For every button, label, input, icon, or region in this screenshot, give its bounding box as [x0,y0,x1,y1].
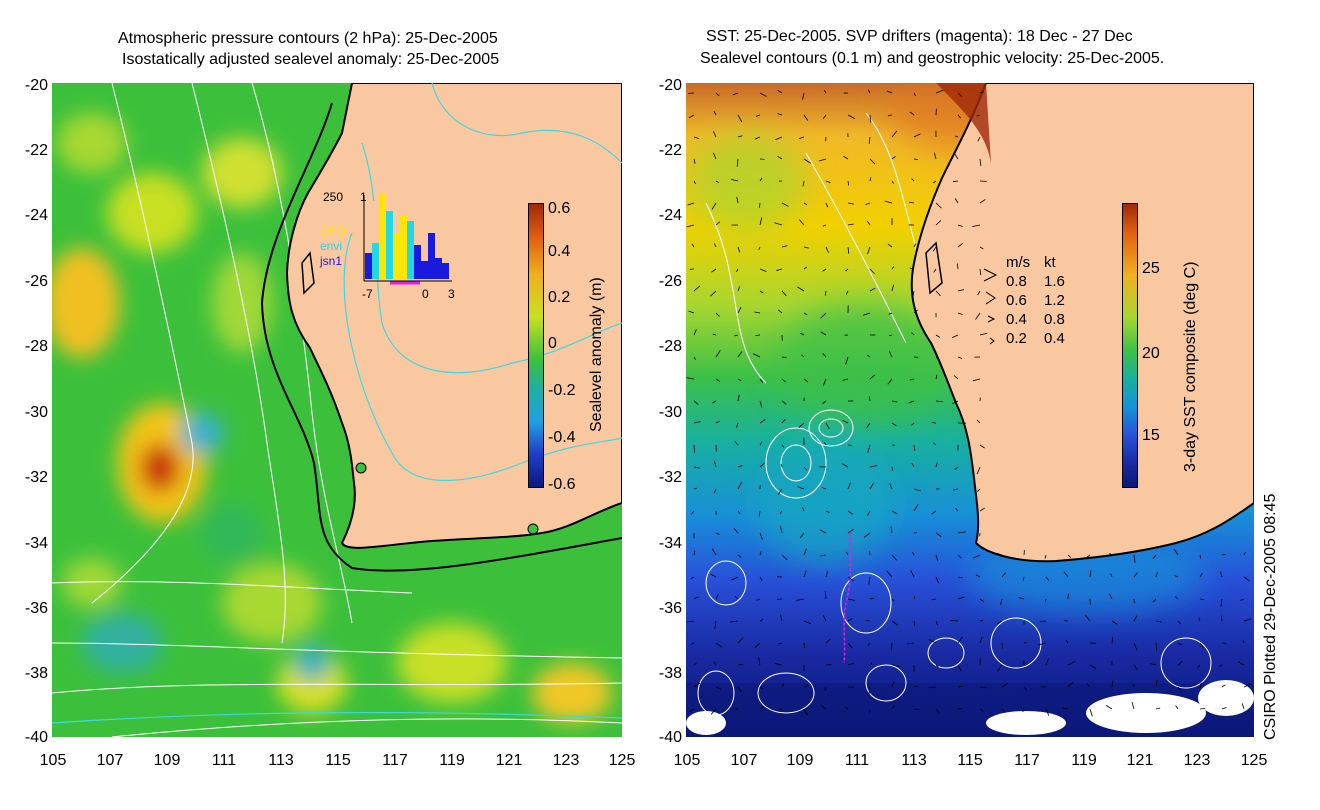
geostrophic-velocity-arrows [686,89,1252,717]
left-xtick: 111 [211,752,237,769]
left-ytick: -28 [24,338,48,355]
left-cb-tick-5: -0.2 [548,382,576,399]
vk-ms-2: 0.6 [1006,292,1027,309]
vk-kt-1: 1.6 [1044,273,1065,290]
right-cb-tick-3: 15 [1142,427,1160,444]
vk-header-ms: m/s [1006,254,1031,271]
left-xtick: 113 [268,752,294,769]
left-xtick: 125 [608,752,636,769]
right-cb-tick-1: 25 [1142,260,1160,277]
right-ytick: -40 [658,729,682,746]
left-colorbar-label: Sealevel anomaly (m) [588,277,605,432]
left-ytick: -20 [24,77,48,94]
right-colorbar [1122,203,1138,488]
right-xtick: 109 [786,752,814,769]
drifter-track [843,532,852,664]
vk-kt-4: 0.4 [1044,330,1065,347]
left-cb-tick-7: -0.6 [548,476,576,493]
velocity-key-arrows [983,268,998,345]
left-ytick: -38 [24,665,48,682]
inset-legend-envi: envi [320,239,343,253]
left-ytick: -36 [24,600,48,617]
left-xtick: 123 [552,752,580,769]
left-cb-tick-3: 0.2 [548,289,571,306]
vk-header-kt: kt [1044,254,1056,271]
left-ytick: -34 [24,535,48,552]
left-ytick: -22 [24,142,48,159]
right-ytick: -36 [658,600,682,617]
credit-text: CSIRO Plotted 29-Dec-2005 08:45 [1262,493,1279,740]
vk-ms-1: 0.8 [1006,273,1027,290]
right-xtick: 113 [901,752,927,769]
right-colorbar-label: 3-day SST composite (deg C) [1182,261,1199,472]
left-title-line2: Isostatically adjusted sealevel anomaly:… [122,51,500,68]
sealevel-anomaly-field [52,113,612,723]
right-ytick: -24 [658,207,682,224]
australia-land-right [910,83,1254,563]
right-title-line1: SST: 25-Dec-2005. SVP drifters (magenta)… [706,28,1133,45]
left-map [52,83,622,737]
right-xtick: 121 [1126,752,1154,769]
right-ytick: -28 [658,338,682,355]
right-xtick: 125 [1240,752,1268,769]
right-title-line2: Sealevel contours (0.1 m) and geostrophi… [700,50,1165,67]
left-ytick: -32 [24,469,48,486]
cloud-mask [686,680,1254,735]
left-colorbar [528,203,544,488]
left-cb-tick-4: 0 [548,335,557,352]
right-ytick: -22 [658,142,682,159]
left-xtick: 115 [325,752,351,769]
inset-xtick-3: 3 [448,287,455,301]
inset-histogram [363,193,452,285]
left-cb-tick-6: -0.4 [548,429,576,446]
inset-xtick-1: -7 [362,287,373,301]
left-xtick: 117 [382,752,408,769]
histogram-bars [365,193,449,279]
inset-legend-jsn1: jsn1 [320,254,343,268]
right-ytick: -30 [658,404,682,421]
left-ytick: -40 [24,729,48,746]
right-ytick: -32 [658,469,682,486]
vk-ms-4: 0.2 [1006,330,1027,347]
right-xtick: 119 [1071,752,1097,769]
left-xtick: 119 [439,752,465,769]
left-title-line1: Atmospheric pressure contours (2 hPa): 2… [118,30,498,47]
right-map [686,83,1254,737]
right-ytick: -38 [658,665,682,682]
left-xtick: 121 [495,752,523,769]
right-xtick: 111 [844,752,870,769]
left-ytick: -30 [24,404,48,421]
inset-ymax: 250 [323,190,344,204]
right-xtick: 107 [730,752,758,769]
left-ytick: -24 [24,207,48,224]
left-xtick: 109 [153,752,181,769]
right-xtick: 123 [1183,752,1211,769]
right-xtick: 115 [957,752,983,769]
right-ytick: -34 [658,535,682,552]
inset-legend-gfo: GFO [320,224,346,238]
right-ytick: -26 [658,273,682,290]
right-xtick: 105 [673,752,701,769]
left-cb-tick-1: 0.6 [548,200,571,217]
right-cb-tick-2: 20 [1142,345,1160,362]
vk-ms-3: 0.4 [1006,311,1027,328]
vk-kt-2: 1.2 [1044,292,1065,309]
left-ytick: -26 [24,273,48,290]
vk-kt-3: 0.8 [1044,311,1065,328]
left-xtick: 107 [96,752,124,769]
right-ytick: -20 [658,77,682,94]
inset-xtick-2: 0 [422,287,429,301]
left-xtick: 105 [39,752,67,769]
right-xtick: 117 [1014,752,1040,769]
inset-ymin: 1 [360,190,367,204]
left-cb-tick-2: 0.4 [548,243,571,260]
